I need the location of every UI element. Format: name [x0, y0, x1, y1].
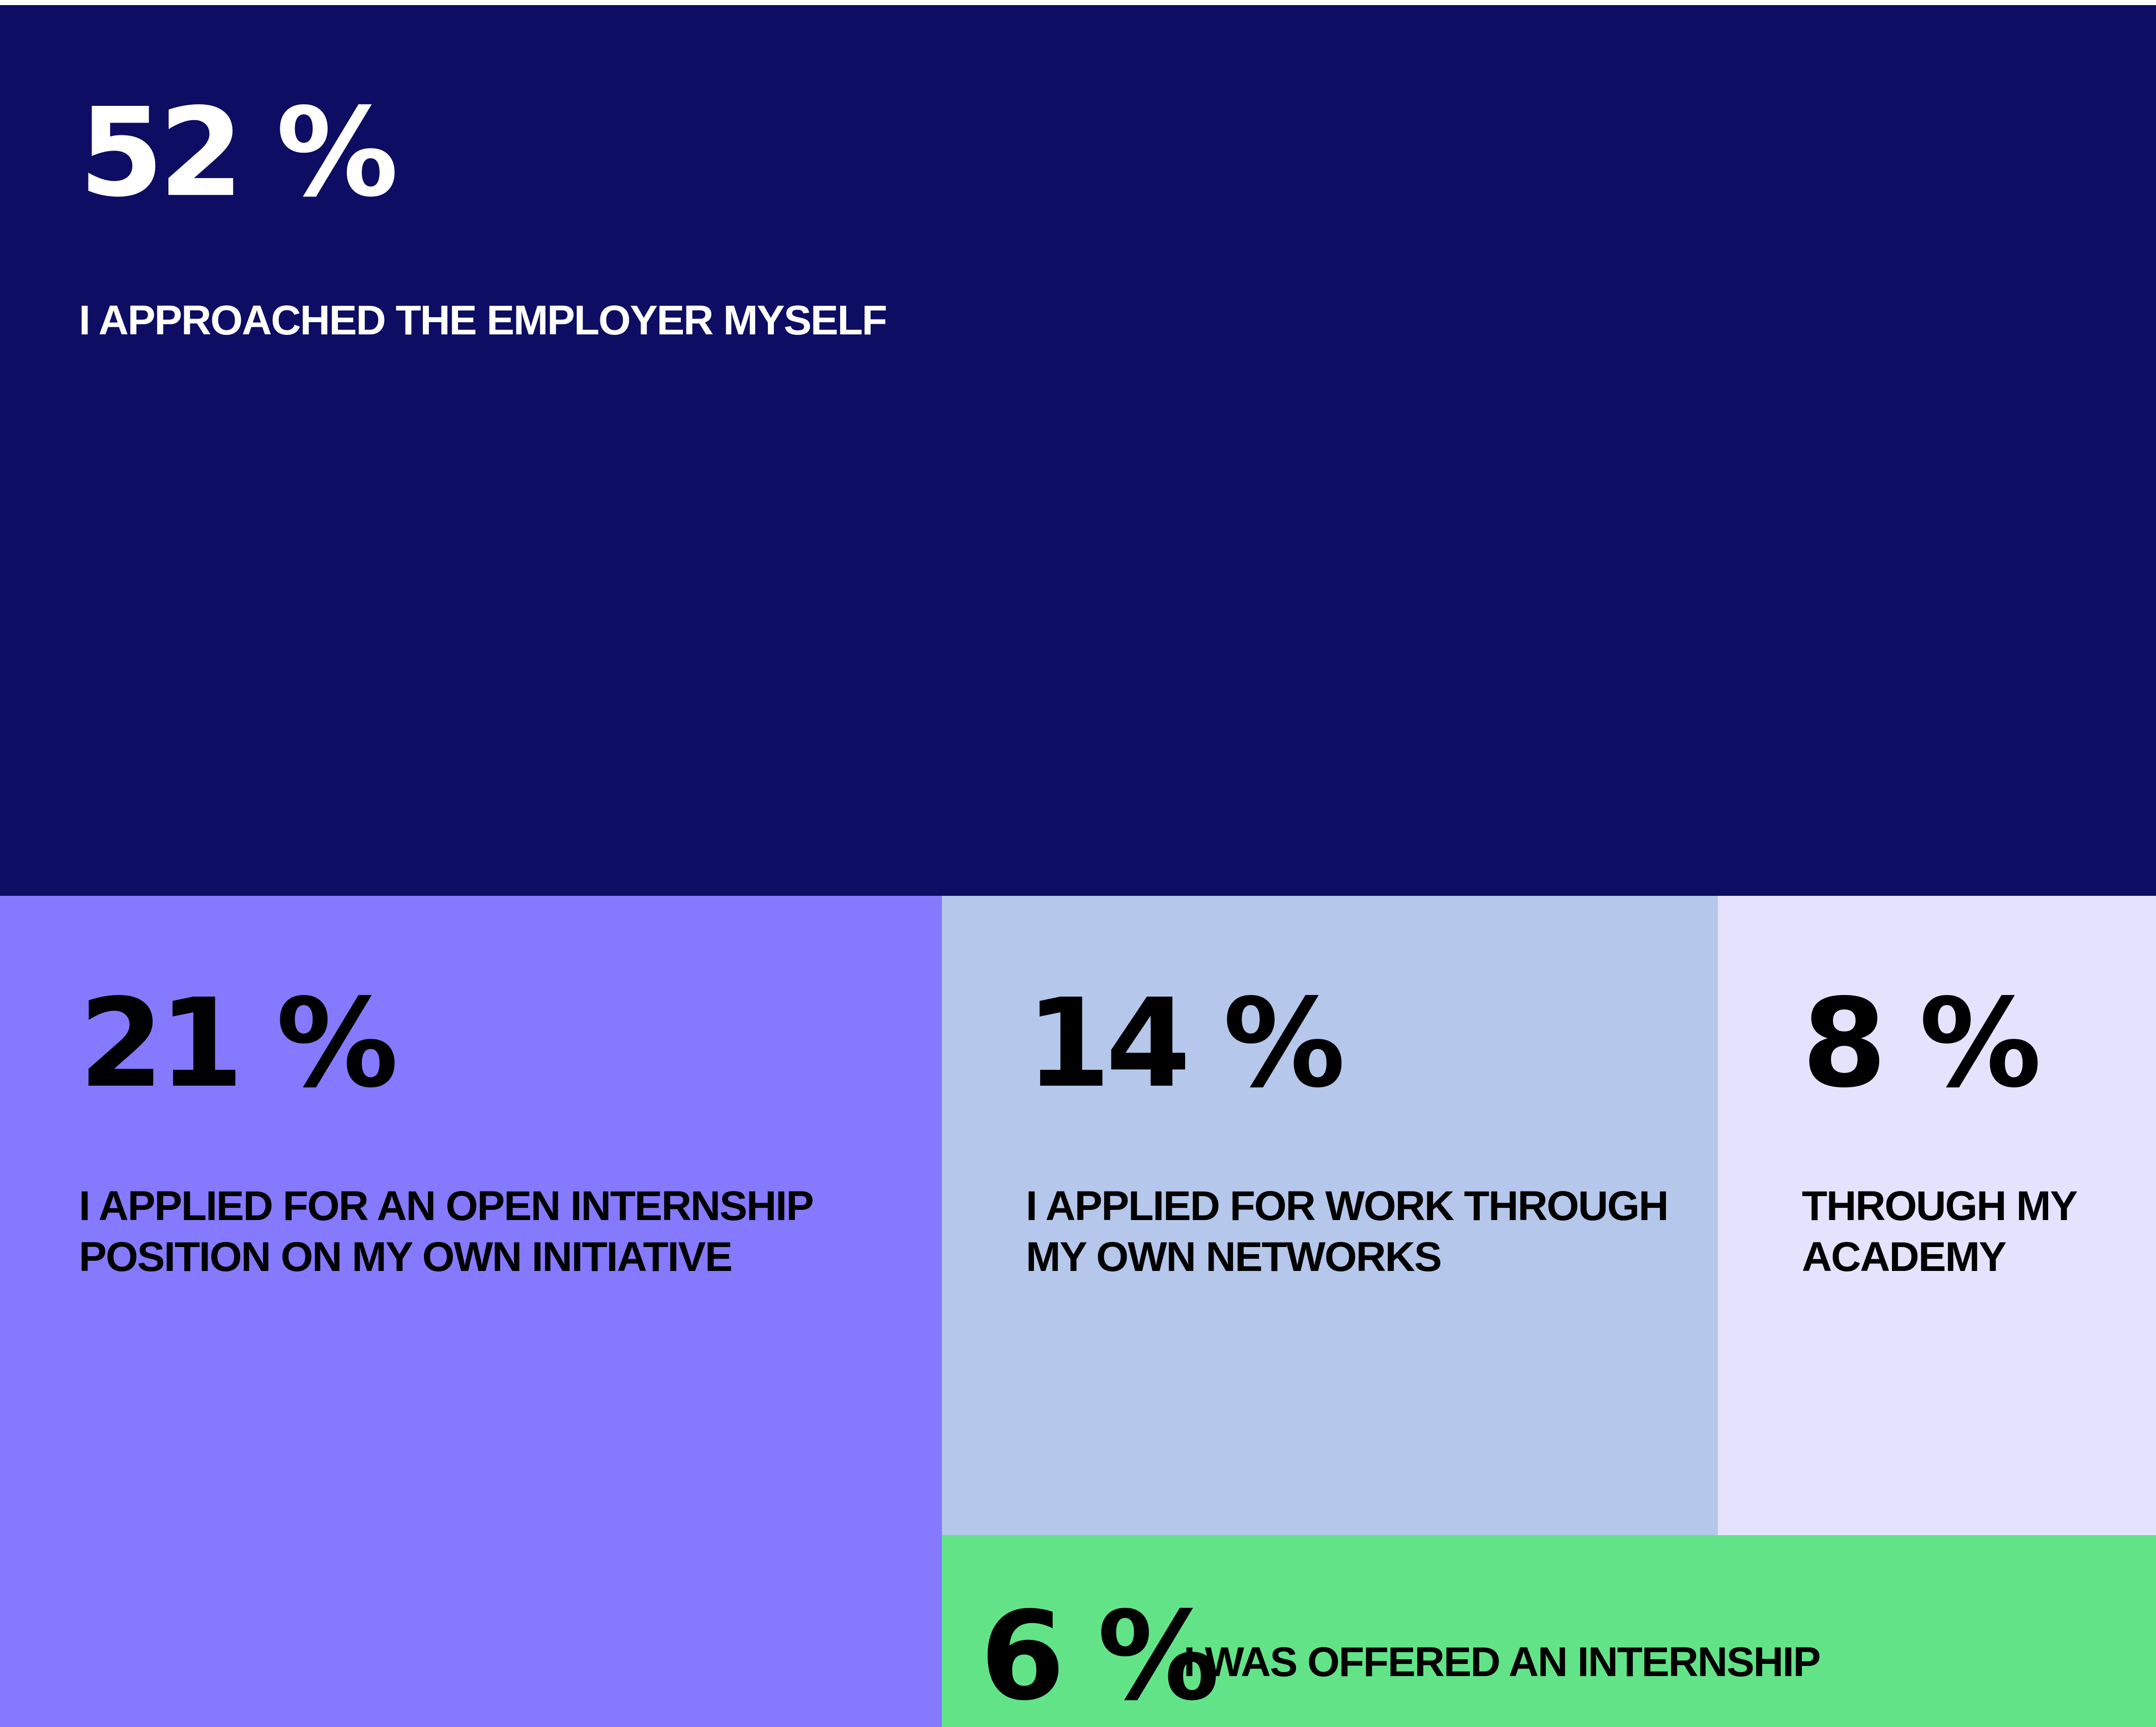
- tile-category-label: I APPLIED FOR WORK THROUGH MY OWN NETWOR…: [1026, 1183, 1669, 1280]
- tile-value-label: 52 %: [79, 81, 398, 224]
- tile-open-internship: 21 % I APPLIED FOR AN OPEN INTERNSHIP PO…: [0, 896, 942, 1727]
- tile-value-label: 8 %: [1802, 972, 2042, 1115]
- tile-value-label: 21 %: [79, 972, 398, 1115]
- tile-category-label: I WAS OFFERED AN INTERNSHIP: [1184, 1639, 1821, 1685]
- tile-category-label: I APPLIED FOR AN OPEN INTERNSHIP POSITIO…: [79, 1183, 813, 1280]
- tile-value-label: 6 %: [980, 1585, 1220, 1727]
- tile-value-label: 14 %: [1026, 972, 1345, 1115]
- tile-through-academy: 8 % THROUGH MY ACADEMY: [1718, 896, 2156, 1535]
- tile-own-networks: 14 % I APPLIED FOR WORK THROUGH MY OWN N…: [942, 896, 1718, 1535]
- tile-category-label: THROUGH MY ACADEMY: [1802, 1183, 2077, 1280]
- tile-category-label: I APPROACHED THE EMPLOYER MYSELF: [79, 297, 887, 344]
- tile-offered-internship: 6 % I WAS OFFERED AN INTERNSHIP: [942, 1535, 2156, 1727]
- tile-approached-employer: 52 % I APPROACHED THE EMPLOYER MYSELF: [0, 5, 2156, 896]
